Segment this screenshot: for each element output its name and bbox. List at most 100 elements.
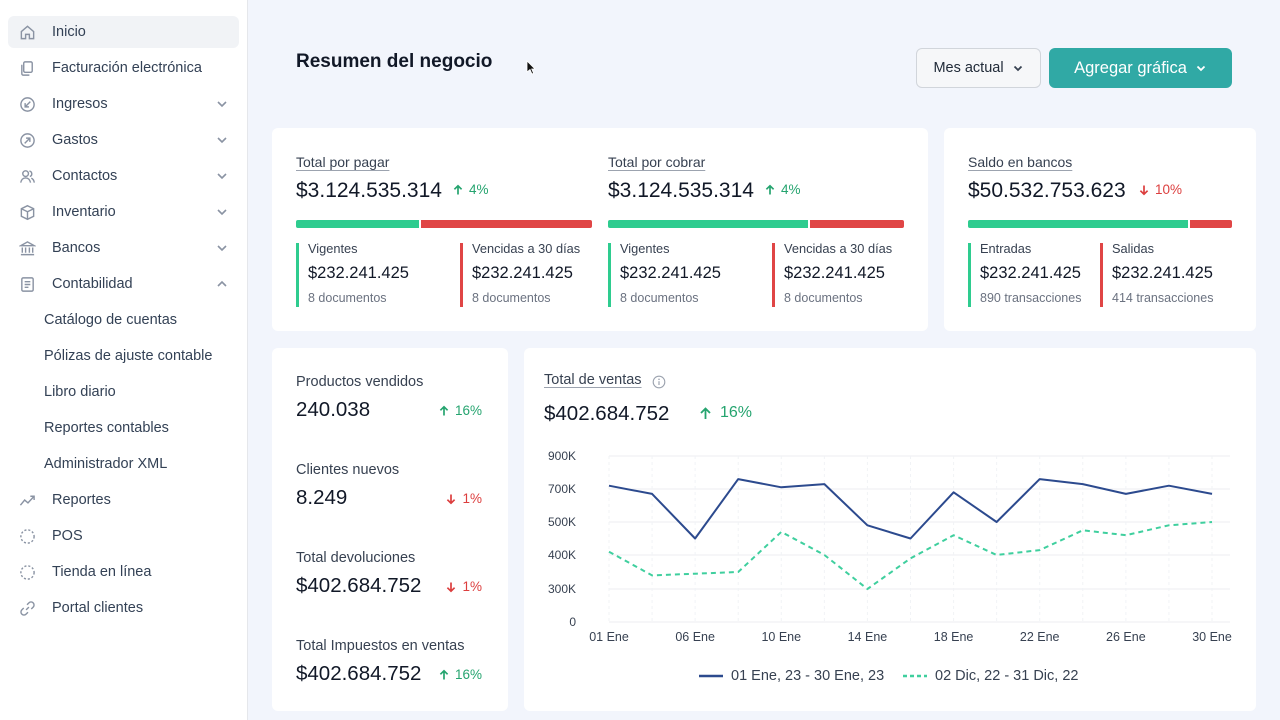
kpi-label: Clientes nuevos	[296, 462, 400, 478]
por_pagar-right-count: 8 documentos	[472, 291, 551, 305]
arrow-up-right-circle-icon	[19, 132, 35, 148]
sidebar-item-ingresos[interactable]: Ingresos	[8, 88, 239, 120]
x-tick-label: 18 Ene	[934, 630, 974, 644]
sidebar-item-label: Bancos	[52, 240, 101, 256]
y-tick-label: 500K	[548, 515, 576, 529]
ledger-icon-wrap	[18, 275, 36, 293]
dashed-circle-icon	[19, 564, 35, 580]
sidebar-item-facturacion[interactable]: Facturación electrónica	[8, 52, 239, 84]
bancos-trend: 10%	[1138, 182, 1182, 197]
sidebar-item-gastos[interactable]: Gastos	[8, 124, 239, 156]
legend-label: 02 Dic, 22 - 31 Dic, 22	[935, 668, 1079, 684]
sidebar-item-inventario[interactable]: Inventario	[8, 196, 239, 228]
arrow-down-left-circle-icon	[19, 96, 35, 112]
box-icon-wrap	[18, 203, 36, 221]
chevron-down-icon-wrap[interactable]	[215, 241, 229, 255]
por_pagar-trend-value: 4%	[469, 182, 489, 197]
sidebar-item-inicio[interactable]: Inicio	[8, 16, 239, 48]
sidebar-item-label: POS	[52, 528, 83, 544]
chevron-down-icon-wrap[interactable]	[215, 97, 229, 111]
sidebar-item-contabilidad[interactable]: Contabilidad	[8, 268, 239, 300]
por_pagar-trend: 4%	[452, 182, 489, 197]
sidebar-subitem-catalogo-cuentas[interactable]: Catálogo de cuentas	[8, 304, 239, 336]
sidebar-item-contactos[interactable]: Contactos	[8, 160, 239, 192]
arrow-down-left-circle-icon-wrap	[18, 95, 36, 113]
box-icon	[20, 204, 34, 220]
kpi-value: 240.038	[296, 398, 371, 421]
por_cobrar-right-value: $232.241.425	[784, 264, 885, 282]
arrow-up-icon	[439, 405, 449, 415]
sidebar-subitem-libro-diario[interactable]: Libro diario	[8, 376, 239, 408]
payables-receivables-card: Total por pagar $3.124.535.314 4% Vigent…	[272, 128, 928, 331]
y-tick-label: 0	[569, 615, 576, 629]
x-tick-label: 22 Ene	[1020, 630, 1060, 644]
bancos-right-count: 414 transacciones	[1112, 291, 1214, 305]
sidebar-subitem-reportes-contables[interactable]: Reportes contables	[8, 412, 239, 444]
por_cobrar-right-detail: Vencidas a 30 días $232.241.425 8 docume…	[772, 241, 893, 307]
ledger-icon	[20, 276, 34, 292]
info-icon[interactable]	[652, 375, 666, 389]
sidebar-item-tienda[interactable]: Tienda en línea	[8, 556, 239, 588]
chevron-up-icon	[217, 280, 227, 287]
sidebar-subitem-label: Reportes contables	[44, 420, 169, 436]
chevron-down-icon-wrap[interactable]	[215, 133, 229, 147]
document-copy-icon-wrap	[18, 59, 36, 77]
sidebar-item-label: Ingresos	[52, 96, 108, 112]
por_cobrar-right-label: Vencidas a 30 días	[784, 241, 893, 256]
arrow-up-icon	[439, 669, 449, 679]
kpi-value: 8.249	[296, 486, 348, 509]
sidebar-subitem-label: Catálogo de cuentas	[44, 312, 178, 328]
legend-current-period[interactable]: 01 Ene, 23 - 30 Ene, 23	[698, 668, 884, 684]
bancos-value: $50.532.753.623	[968, 179, 1126, 202]
kpi-trend: 1%	[445, 579, 482, 594]
y-tick-label: 300K	[548, 582, 576, 596]
sidebar-item-label: Inicio	[52, 24, 86, 40]
period-select-button[interactable]: Mes actual	[916, 48, 1041, 88]
por_cobrar-value: $3.124.535.314	[608, 179, 754, 202]
bank-icon	[18, 240, 36, 255]
link-icon-wrap	[18, 599, 36, 617]
kpi-label: Productos vendidos	[296, 374, 424, 390]
arrow-up-right-circle-icon-wrap	[18, 131, 36, 149]
sidebar-item-bancos[interactable]: Bancos	[8, 232, 239, 264]
por_cobrar-bar-overdue	[810, 220, 904, 228]
por_pagar-title[interactable]: Total por pagar	[296, 154, 390, 170]
home-icon-wrap	[18, 23, 36, 41]
sales-title[interactable]: Total de ventas	[544, 372, 642, 388]
series-current-line	[608, 478, 1213, 540]
bancos-right-label: Salidas	[1112, 241, 1154, 256]
por_cobrar-title[interactable]: Total por cobrar	[608, 154, 706, 170]
y-tick-label: 400K	[548, 548, 576, 562]
chevron-down-icon-wrap[interactable]	[215, 169, 229, 183]
sales-value: $402.684.752	[544, 402, 670, 425]
legend-previous-period[interactable]: 02 Dic, 22 - 31 Dic, 22	[902, 668, 1078, 684]
sidebar-item-portal[interactable]: Portal clientes	[8, 592, 239, 624]
sidebar-item-pos[interactable]: POS	[8, 520, 239, 552]
kpi-card: Productos vendidos 240.038 16% Clientes …	[272, 348, 508, 711]
arrow-down-icon	[447, 494, 456, 504]
arrow-up-icon	[765, 184, 775, 194]
kpi-trend-value: 1%	[462, 579, 482, 594]
sidebar-item-reportes[interactable]: Reportes	[8, 484, 239, 516]
sidebar-subitem-administrador-xml[interactable]: Administrador XML	[8, 448, 239, 480]
chevron-up-icon-wrap[interactable]	[215, 277, 229, 291]
sidebar: Inicio Facturación electrónica Ingresos …	[0, 0, 248, 720]
document-copy-icon	[20, 60, 33, 76]
sales-trend-value: 16%	[720, 404, 753, 421]
sidebar-item-label: Portal clientes	[52, 600, 144, 616]
trend-line-icon-wrap	[18, 491, 36, 509]
bancos-left-count: 890 transacciones	[980, 291, 1082, 305]
por_pagar-bar-overdue	[421, 220, 592, 228]
bancos-title[interactable]: Saldo en bancos	[968, 154, 1073, 170]
por_pagar-left-value: $232.241.425	[308, 264, 409, 282]
kpi-value: $402.684.752	[296, 662, 422, 685]
chevron-down-icon	[217, 245, 227, 252]
sidebar-subitem-polizas-ajuste[interactable]: Pólizas de ajuste contable	[8, 340, 239, 372]
kpi-value: $402.684.752	[296, 574, 422, 597]
add-chart-button[interactable]: Agregar gráfica	[1049, 48, 1232, 88]
sidebar-item-label: Reportes	[52, 492, 111, 508]
legend-swatch-icon	[699, 674, 723, 678]
chevron-down-icon-wrap[interactable]	[215, 205, 229, 219]
sidebar-item-label: Facturación electrónica	[52, 60, 202, 76]
chevron-down-icon	[217, 137, 227, 144]
